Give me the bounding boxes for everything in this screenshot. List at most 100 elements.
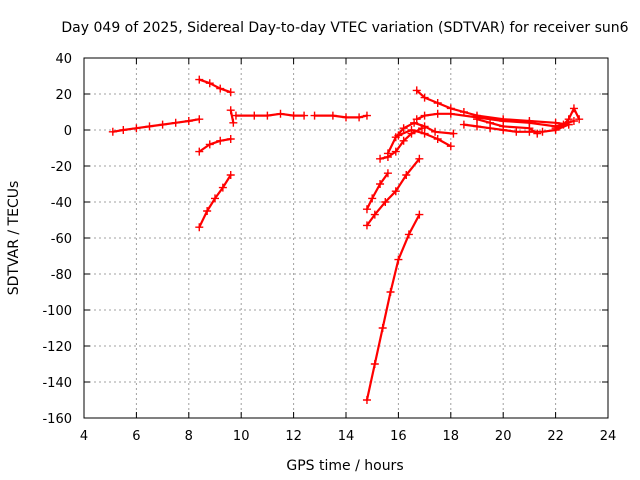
x-axis-title: GPS time / hours [286, 458, 403, 474]
data-track-7 [310, 111, 371, 122]
data-point [355, 113, 364, 122]
data-point [391, 187, 400, 196]
data-track-1 [108, 115, 204, 136]
data-point [300, 111, 309, 120]
data-point [376, 180, 385, 188]
data-track-line [415, 89, 570, 126]
x-tick-label: 14 [338, 429, 355, 444]
data-track-8 [362, 210, 424, 404]
data-point [383, 149, 392, 158]
data-point [415, 210, 424, 219]
x-tick-label: 18 [443, 429, 460, 444]
data-point [328, 111, 337, 120]
data-point [195, 223, 204, 232]
x-tick-label: 6 [132, 429, 140, 444]
data-track-5 [226, 106, 238, 127]
grid [84, 58, 608, 418]
data-point [368, 194, 377, 203]
y-tick-label: -160 [42, 412, 72, 427]
data-point [433, 135, 442, 143]
data-point [276, 109, 285, 118]
data-track-13 [394, 126, 455, 151]
data-point [145, 122, 154, 131]
data-point [499, 122, 508, 131]
y-tick-label: -140 [42, 376, 72, 391]
data-point [399, 124, 408, 133]
data-track-15 [412, 109, 578, 131]
y-tick-label: -60 [51, 232, 72, 247]
data-point [226, 88, 235, 97]
data-point [538, 127, 547, 136]
data-point [376, 154, 385, 163]
data-track-2 [195, 75, 235, 97]
data-point [399, 136, 408, 145]
data-point [119, 126, 128, 134]
data-point [370, 360, 379, 368]
data-point [525, 124, 534, 133]
data-point [211, 194, 219, 203]
data-track-4 [195, 171, 235, 232]
data-point [362, 221, 371, 230]
data-point [569, 104, 578, 113]
data-point [473, 115, 481, 124]
data-track-line [365, 213, 421, 402]
data-track-6 [231, 109, 309, 120]
y-tick-label: 20 [55, 88, 72, 103]
data-point [391, 147, 400, 156]
y-tick-label: -80 [51, 268, 72, 283]
data-point [229, 118, 238, 127]
data-point [231, 111, 240, 120]
data-point [559, 120, 568, 129]
chart-title: Day 049 of 2025, Sidereal Day-to-day VTE… [61, 20, 628, 36]
data-point [446, 142, 455, 151]
data-point [486, 118, 495, 127]
y-tick-label: -100 [42, 304, 72, 319]
data-point [216, 136, 225, 145]
y-tick-label: -40 [51, 196, 72, 211]
data-point [407, 126, 416, 134]
data-point [370, 210, 379, 219]
data-point [250, 111, 259, 120]
data-point [394, 131, 403, 140]
data-point [362, 111, 371, 120]
y-tick-label: 40 [55, 52, 72, 67]
data-point [263, 111, 272, 120]
data-point [420, 93, 429, 102]
data-point [415, 154, 424, 163]
data-point [402, 171, 411, 179]
data-point [362, 396, 371, 404]
data-point [195, 115, 204, 124]
data-track-3 [195, 135, 235, 156]
data-point [342, 113, 350, 122]
data-point [205, 140, 214, 149]
data-layer [108, 75, 584, 404]
data-point [404, 230, 413, 239]
data-point [171, 118, 180, 127]
data-point [132, 124, 141, 133]
x-tick-label: 10 [233, 429, 250, 444]
data-track-line [198, 137, 232, 153]
data-point [512, 127, 521, 136]
data-point [575, 115, 584, 124]
x-tick-label: 24 [600, 429, 617, 444]
data-point [473, 122, 481, 131]
data-point [564, 115, 573, 124]
data-point [533, 129, 542, 138]
data-point [551, 124, 560, 133]
x-tick-label: 22 [547, 429, 564, 444]
data-point [459, 120, 468, 129]
data-track-10 [362, 169, 392, 214]
y-tick-label: -120 [42, 340, 72, 355]
data-point [362, 205, 371, 214]
data-point [383, 169, 392, 178]
x-tick-label: 16 [390, 429, 407, 444]
data-point [158, 120, 167, 129]
data-point [218, 183, 227, 192]
data-track-line [365, 172, 390, 211]
x-tick-label: 12 [285, 429, 302, 444]
data-point [205, 79, 214, 88]
data-point [381, 198, 390, 206]
data-point [446, 109, 455, 118]
data-point [569, 117, 578, 125]
